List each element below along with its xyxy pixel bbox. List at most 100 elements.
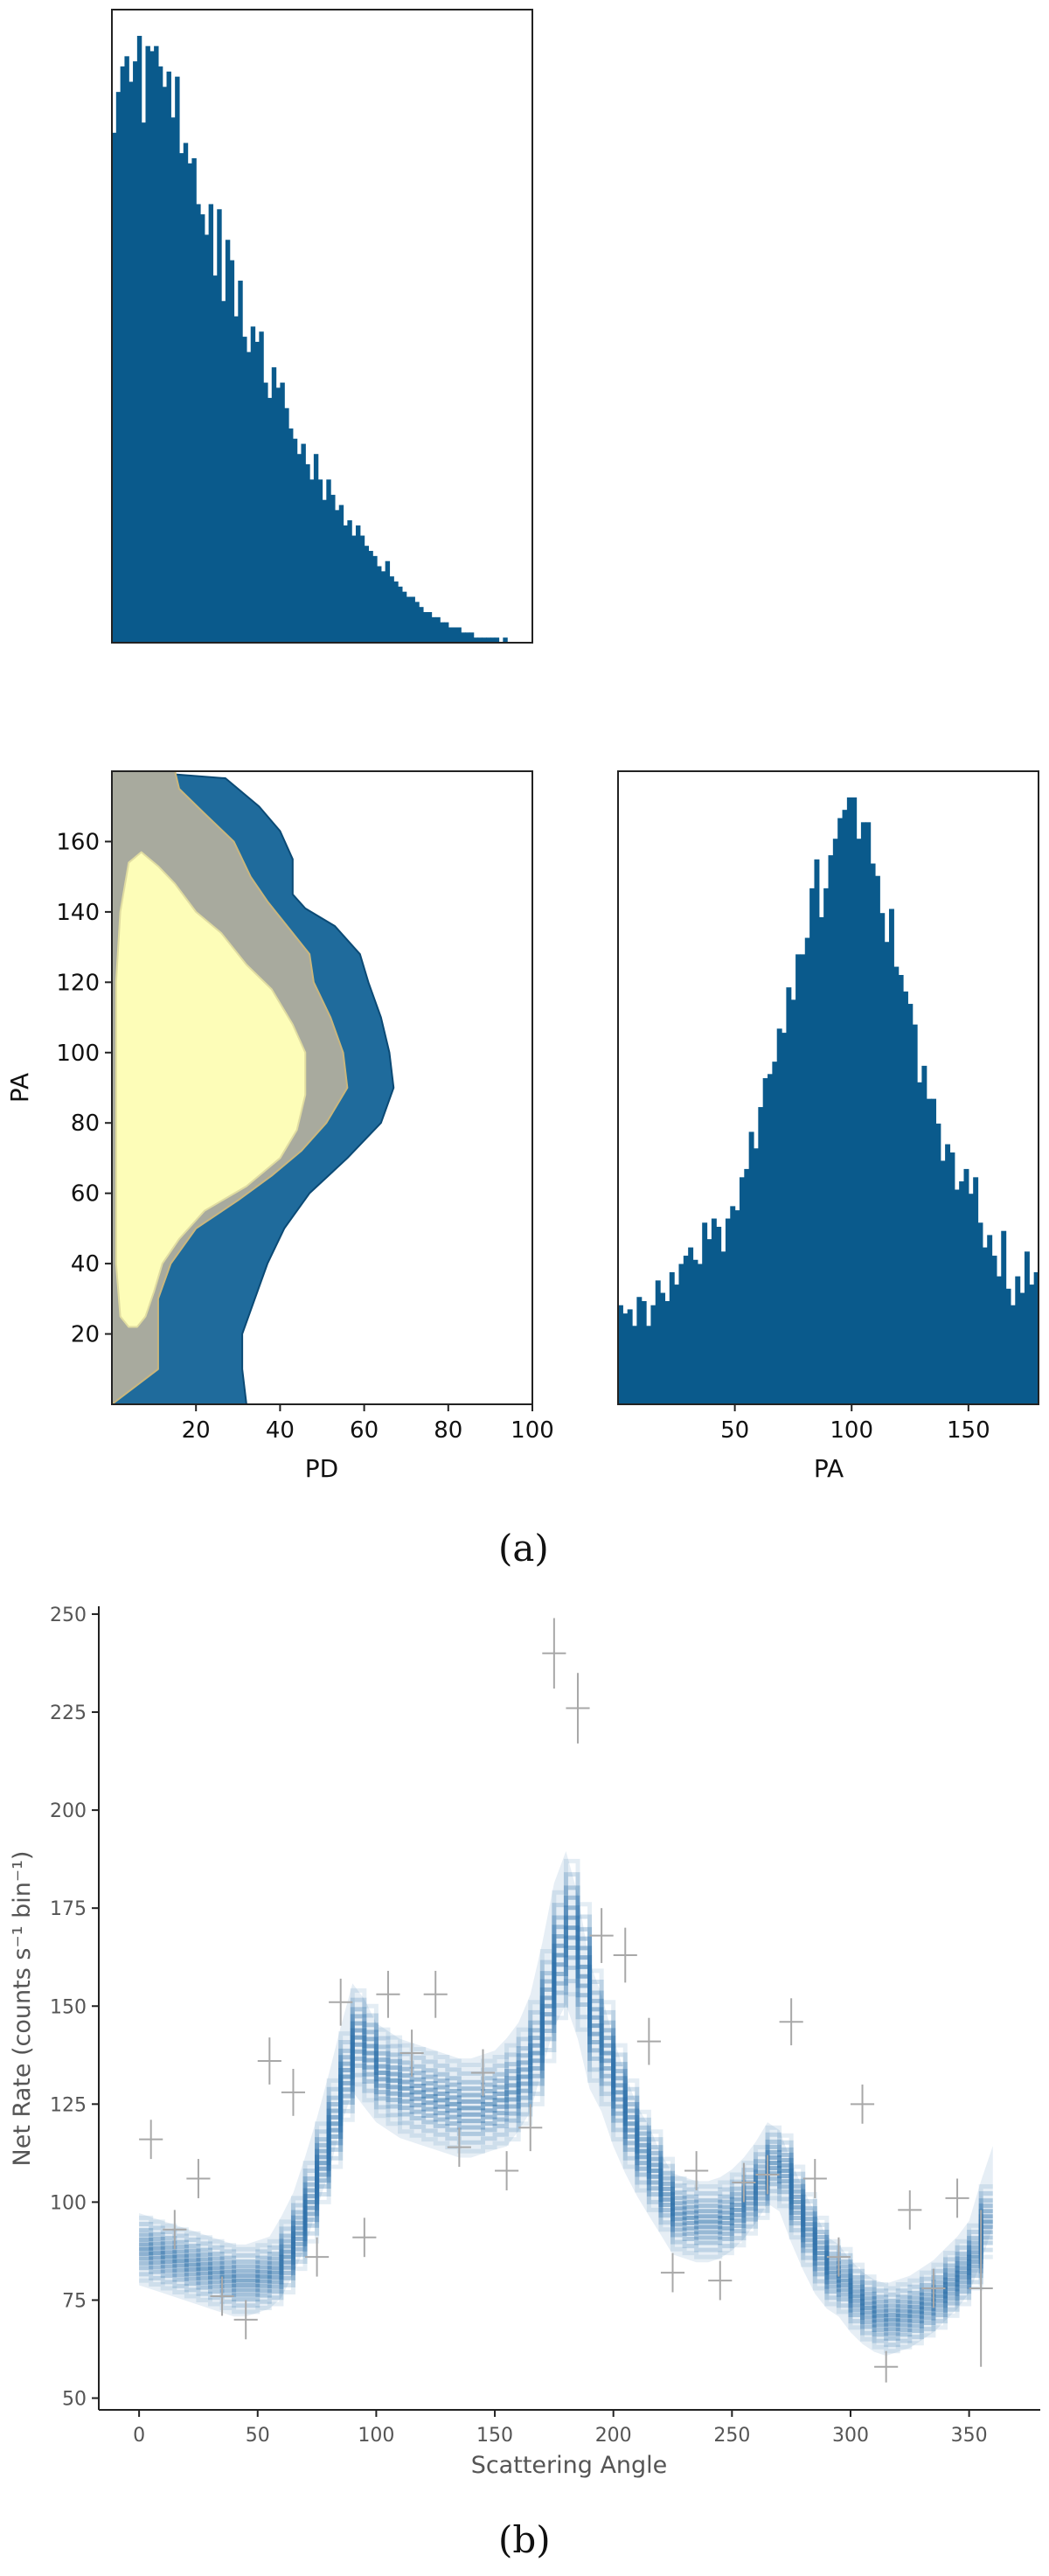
pd-bar — [284, 407, 289, 643]
pd-bar — [154, 45, 159, 643]
contour-x-tick-label: 80 — [434, 1417, 462, 1444]
pa-bar — [860, 822, 866, 1404]
pa-bar — [786, 987, 792, 1404]
pd-bar — [351, 535, 357, 643]
pa-x-axis-label: PA — [814, 1454, 844, 1483]
pa-bar — [851, 797, 858, 1404]
pd-bar — [271, 367, 277, 643]
pd-bar — [322, 499, 327, 643]
pa-bar — [888, 909, 894, 1404]
pd-bar — [263, 382, 268, 643]
pd-bar — [461, 632, 466, 643]
pa-bar — [917, 1082, 922, 1404]
pa-bar — [744, 1168, 750, 1404]
model-curve — [139, 1895, 993, 2308]
pa-bar — [949, 1152, 955, 1404]
pa-bar — [809, 888, 816, 1404]
pd-bar — [115, 92, 122, 644]
pd-bar — [380, 571, 386, 643]
model-curve — [139, 1858, 993, 2291]
mod-x-tick-label: 200 — [595, 2425, 632, 2447]
pd-bar — [292, 438, 298, 643]
pa-bar — [1024, 1251, 1030, 1404]
pd-bar — [313, 454, 319, 643]
pa-x-tick-label: 150 — [947, 1417, 990, 1444]
mod-y-tick-label: 50 — [62, 2389, 87, 2411]
data-point — [470, 2049, 496, 2097]
pd-bar — [217, 209, 222, 644]
pd-bar — [398, 586, 403, 643]
pa-bar — [725, 1218, 731, 1404]
mod-y-ticks: 50 75 100 125 150 175 200 225 250 — [50, 1605, 99, 2411]
modulation-curve-plot: 0 50 100 150 200 250 300 350 50 75 100 125 150 175 20… — [9, 1605, 1040, 2479]
mod-x-tick-label: 350 — [951, 2425, 988, 2447]
pd-marginal-histogram — [111, 9, 533, 644]
pa-bar — [963, 1168, 969, 1404]
pd-bar — [465, 632, 470, 643]
pd-bar — [440, 622, 445, 643]
pa-bar — [730, 1206, 736, 1404]
pd-bar — [136, 36, 142, 643]
pa-bar — [782, 1033, 787, 1404]
pa-bar — [818, 916, 824, 1404]
pa-bar — [627, 1309, 633, 1404]
data-point — [921, 2268, 946, 2308]
pd-bar — [359, 535, 365, 643]
pd-bar — [250, 326, 256, 643]
pd-pa-contour-plot: 20 40 60 80 100 20 40 60 80 100 120 140 160 PD PA — [5, 770, 554, 1483]
data-point — [874, 2350, 899, 2383]
contour-y-tick-label: 40 — [71, 1251, 100, 1278]
data-point — [423, 1970, 448, 2018]
contour-inner — [115, 851, 307, 1328]
data-point — [898, 2190, 922, 2230]
pd-bar — [401, 591, 407, 643]
pd-bar — [410, 596, 415, 643]
pa-bar — [660, 1292, 666, 1404]
pa-bar — [655, 1280, 661, 1404]
pd-bar — [275, 387, 281, 643]
pd-bar — [393, 581, 399, 643]
pa-bar — [973, 1177, 979, 1404]
pa-bar — [739, 1177, 745, 1404]
pa-bar — [832, 839, 838, 1404]
pd-bar — [221, 301, 226, 643]
contour-y-ticks: 20 40 60 80 100 120 140 160 — [56, 829, 112, 1348]
model-curve — [139, 1992, 993, 2354]
pd-bar — [280, 382, 285, 643]
pa-bar — [669, 1271, 675, 1404]
pd-histogram-frame — [111, 9, 533, 644]
pa-bar — [982, 1247, 988, 1404]
pd-bar — [469, 632, 475, 643]
pa-x-tick-label: 100 — [830, 1417, 873, 1444]
pa-bar — [776, 1028, 782, 1404]
mod-y-tick-label: 175 — [50, 1898, 87, 1920]
mod-x-axis-label: Scattering Angle — [471, 2452, 668, 2479]
pd-bar — [124, 56, 129, 643]
mod-x-tick-label: 0 — [133, 2425, 145, 2447]
pa-histogram-bars — [618, 797, 1039, 1404]
data-point — [210, 2276, 234, 2316]
pd-bar — [452, 627, 458, 643]
pd-bar — [178, 153, 184, 643]
pa-bar — [1005, 1288, 1011, 1404]
pd-bar — [301, 443, 306, 643]
data-point — [329, 1978, 353, 2026]
pd-bar — [254, 341, 260, 643]
data-point — [660, 2252, 685, 2293]
model-curve — [139, 1925, 993, 2322]
mod-y-tick-label: 225 — [50, 1702, 87, 1724]
pd-bar — [200, 214, 205, 643]
pd-bar — [196, 204, 201, 643]
pa-bar — [702, 1222, 708, 1404]
pd-bar — [435, 616, 441, 643]
pd-bar — [503, 637, 508, 643]
pa-bar — [674, 1285, 680, 1404]
pa-bar — [790, 999, 796, 1404]
pd-bar — [120, 66, 126, 644]
pa-bar — [935, 1123, 941, 1404]
contour-y-tick-label: 60 — [71, 1181, 100, 1208]
pd-bar — [183, 143, 189, 643]
pd-bar — [145, 45, 150, 643]
pa-histogram-frame — [617, 770, 1039, 1405]
